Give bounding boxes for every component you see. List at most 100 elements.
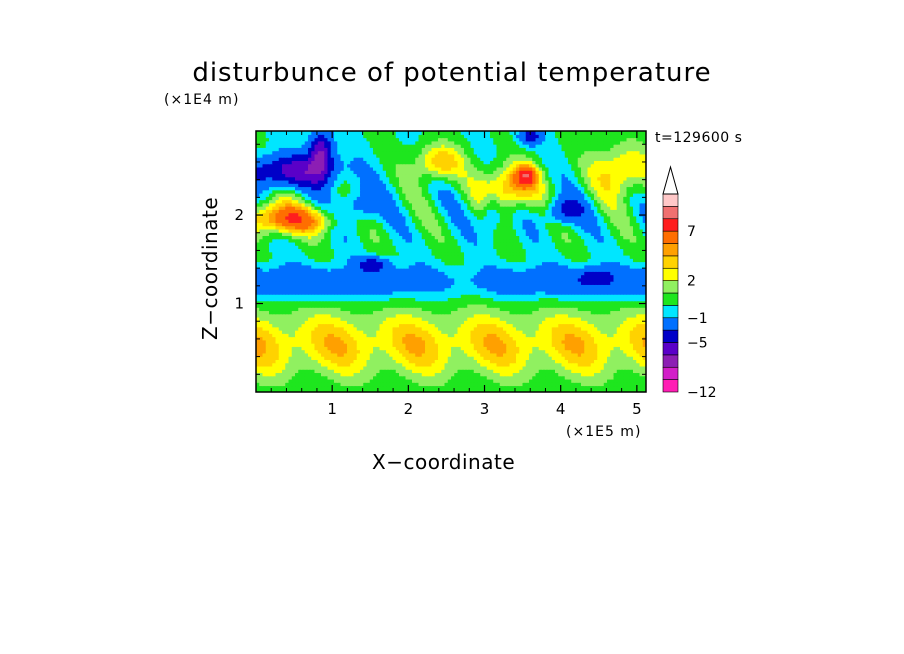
heatmap-cell xyxy=(486,349,491,354)
heatmap-cell xyxy=(558,336,563,341)
heatmap-cell xyxy=(399,375,403,380)
heatmap-cell xyxy=(408,290,413,295)
heatmap-cell xyxy=(597,336,602,341)
heatmap-cell xyxy=(353,303,358,308)
heatmap-cell xyxy=(431,365,436,370)
heatmap-cell xyxy=(363,343,368,347)
heatmap-cell xyxy=(603,303,608,308)
heatmap-cell xyxy=(408,349,413,354)
heatmap-cell xyxy=(431,303,436,308)
heatmap-cell xyxy=(386,287,390,292)
heatmap-cell xyxy=(620,297,624,302)
heatmap-cell xyxy=(636,326,641,331)
heatmap-cell xyxy=(639,385,644,390)
heatmap-cell xyxy=(493,382,498,387)
heatmap-cell xyxy=(330,297,335,302)
heatmap-cell xyxy=(473,290,478,295)
heatmap-cell xyxy=(581,333,585,338)
heatmap-cell xyxy=(282,378,286,383)
heatmap-cell xyxy=(321,310,325,315)
heatmap-cell xyxy=(480,375,485,380)
heatmap-cell xyxy=(405,274,410,279)
heatmap-cell xyxy=(470,388,475,392)
heatmap-cell xyxy=(506,349,511,354)
heatmap-cell xyxy=(480,303,485,308)
heatmap-cell xyxy=(356,356,361,360)
heatmap-cell xyxy=(295,346,299,351)
heatmap-cell xyxy=(308,372,312,377)
heatmap-cell xyxy=(477,343,481,347)
heatmap-cell xyxy=(353,320,358,325)
heatmap-cell xyxy=(555,352,559,357)
heatmap-cell xyxy=(291,365,296,370)
heatmap-cell xyxy=(278,375,283,380)
heatmap-cell xyxy=(311,369,316,374)
heatmap-cell xyxy=(434,339,439,344)
heatmap-cell xyxy=(425,303,429,308)
heatmap-cell xyxy=(506,320,511,325)
heatmap-cell xyxy=(620,369,624,374)
heatmap-cell xyxy=(386,303,390,308)
heatmap-cell xyxy=(363,287,368,292)
heatmap-cell xyxy=(509,300,514,305)
heatmap-cell xyxy=(464,388,468,392)
heatmap-cell xyxy=(428,307,433,312)
heatmap-cell xyxy=(454,326,459,331)
heatmap-cell xyxy=(317,378,322,383)
heatmap-cell xyxy=(457,330,462,334)
heatmap-cell xyxy=(360,333,364,338)
heatmap-cell xyxy=(581,281,585,285)
heatmap-cell xyxy=(633,320,637,325)
heatmap-cell xyxy=(379,375,384,380)
heatmap-cell xyxy=(379,297,384,302)
heatmap-cell xyxy=(600,290,605,295)
heatmap-cell xyxy=(480,343,485,347)
heatmap-cell xyxy=(350,287,355,292)
heatmap-cell xyxy=(551,359,556,364)
heatmap-cell xyxy=(512,372,517,377)
heatmap-cell xyxy=(360,307,364,312)
heatmap-cell xyxy=(291,336,296,341)
heatmap-cell xyxy=(402,303,407,308)
heatmap-cell xyxy=(447,330,452,334)
heatmap-cell xyxy=(295,372,299,377)
heatmap-cell xyxy=(571,365,576,370)
heatmap-cell xyxy=(298,274,303,279)
heatmap-cell xyxy=(275,326,280,331)
heatmap-cell xyxy=(564,339,569,344)
heatmap-cell xyxy=(353,277,358,282)
heatmap-cell xyxy=(425,382,429,387)
heatmap-cell xyxy=(633,346,637,351)
heatmap-cell xyxy=(584,297,589,302)
heatmap-cell xyxy=(301,297,306,302)
heatmap-cell xyxy=(529,326,533,331)
heatmap-cell xyxy=(473,339,478,344)
heatmap-cell xyxy=(418,316,423,321)
heatmap-cell xyxy=(584,281,589,285)
heatmap-cell xyxy=(360,388,364,392)
heatmap-cell xyxy=(555,336,559,341)
heatmap-cell xyxy=(379,294,384,298)
heatmap-cell xyxy=(272,320,277,325)
heatmap-cell xyxy=(639,333,644,338)
heatmap-cell xyxy=(275,336,280,341)
heatmap-cell xyxy=(561,323,566,328)
heatmap-cell xyxy=(545,369,550,374)
heatmap-cell xyxy=(460,352,465,357)
heatmap-cell xyxy=(369,352,374,357)
heatmap-cell xyxy=(642,343,646,347)
heatmap-cell xyxy=(493,310,498,315)
heatmap-cell xyxy=(587,333,592,338)
heatmap-cell xyxy=(522,388,527,392)
heatmap-cell xyxy=(363,274,368,279)
heatmap-cell xyxy=(343,300,348,305)
heatmap-cell xyxy=(304,382,309,387)
heatmap-cell xyxy=(503,320,507,325)
heatmap-cell xyxy=(642,339,646,344)
heatmap-cell xyxy=(603,385,608,390)
heatmap-cell xyxy=(561,369,566,374)
heatmap-cell xyxy=(298,385,303,390)
heatmap-cell xyxy=(265,352,270,357)
heatmap-cell xyxy=(340,336,345,341)
heatmap-cell xyxy=(408,385,413,390)
